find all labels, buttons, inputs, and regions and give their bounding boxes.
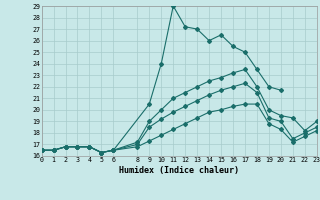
X-axis label: Humidex (Indice chaleur): Humidex (Indice chaleur) xyxy=(119,166,239,175)
